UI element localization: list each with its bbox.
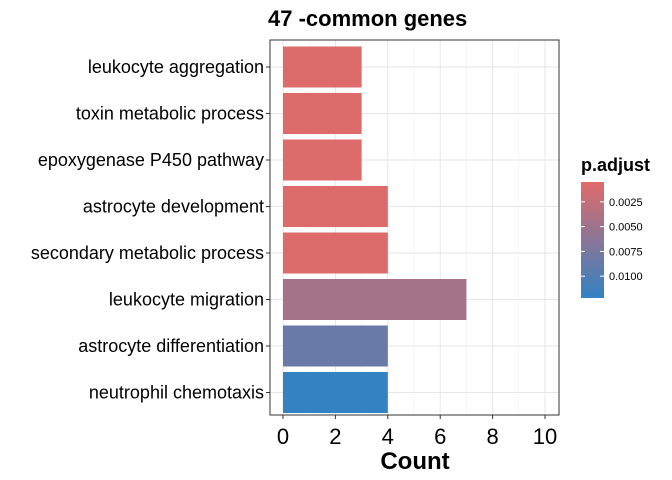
- bar: [283, 279, 467, 320]
- x-axis-title: Count: [380, 448, 449, 475]
- bar: [283, 232, 388, 274]
- legend-colorbar: [581, 182, 604, 298]
- legend-tick-label: 0.0050: [609, 222, 643, 234]
- color-legend: p.adjust 0.0025 0.0050 0.0075 0.0100: [581, 155, 650, 298]
- plot-area: [269, 39, 560, 416]
- y-ticks: [266, 66, 270, 393]
- x-tick-label: 8: [486, 424, 498, 449]
- category-labels: leukocyte aggregation toxin metabolic pro…: [31, 57, 264, 403]
- legend-tick-label: 0.0075: [609, 246, 643, 258]
- legend-tick-label: 0.0100: [609, 271, 643, 283]
- plot-border: [269, 39, 560, 416]
- category-label: secondary metabolic process: [31, 243, 264, 263]
- legend-tick-label: 0.0025: [609, 197, 643, 209]
- category-label: toxin metabolic process: [76, 104, 264, 124]
- chart-title: 47 -common genes: [268, 6, 467, 31]
- bars: [283, 46, 467, 413]
- category-label: astrocyte development: [83, 197, 264, 217]
- x-tick-label: 10: [533, 424, 557, 449]
- category-label: leukocyte migration: [109, 290, 264, 310]
- legend-ticks: 0.0025 0.0050 0.0075 0.0100: [581, 197, 643, 283]
- legend-title: p.adjust: [581, 155, 650, 175]
- x-axis: 0 2 4 6 8 10: [277, 415, 557, 449]
- x-tick-label: 2: [329, 424, 341, 449]
- bar: [283, 325, 388, 367]
- bar: [283, 46, 362, 88]
- x-tick-label: 0: [277, 424, 289, 449]
- bar: [283, 93, 362, 134]
- category-label: epoxygenase P450 pathway: [38, 150, 264, 170]
- bar: [283, 372, 388, 413]
- x-tick-label: 4: [382, 424, 394, 449]
- x-tick-label: 6: [434, 424, 446, 449]
- bar: [283, 139, 362, 181]
- category-label: astrocyte differentiation: [78, 336, 264, 356]
- category-label: neutrophil chemotaxis: [89, 383, 264, 403]
- bar: [283, 186, 388, 227]
- category-label: leukocyte aggregation: [88, 57, 264, 77]
